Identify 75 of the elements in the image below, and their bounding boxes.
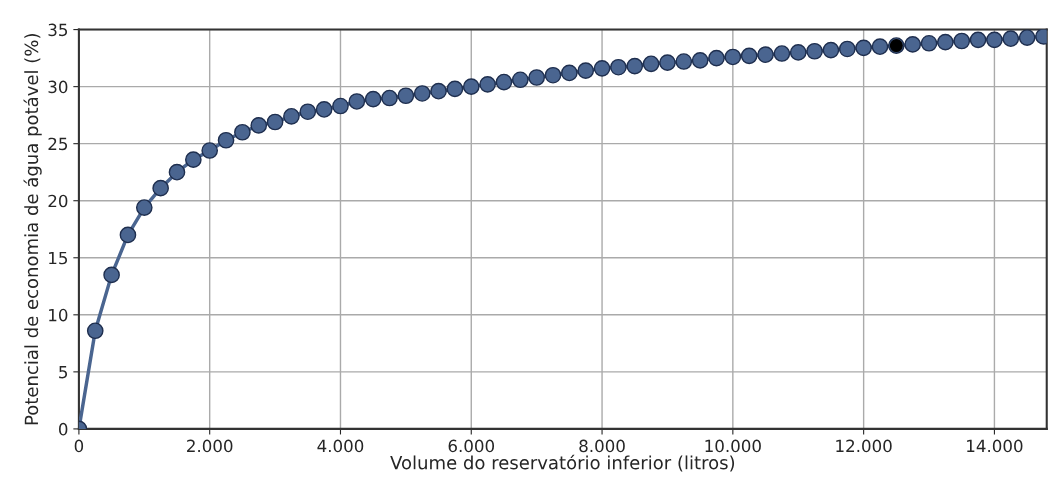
- point: [381, 89, 398, 107]
- x-tick-label: 14.000: [967, 439, 1023, 453]
- point: [168, 163, 186, 181]
- point: [789, 44, 807, 61]
- point: [1018, 29, 1036, 46]
- y-tick-label: 20: [48, 194, 68, 208]
- point: [822, 41, 840, 59]
- point: [430, 82, 447, 100]
- point: [397, 87, 415, 105]
- point: [855, 39, 872, 57]
- x-tick-label: 4.000: [317, 439, 364, 453]
- point: [904, 36, 922, 53]
- point: [332, 97, 349, 115]
- point: [495, 73, 513, 91]
- point: [724, 48, 742, 66]
- point: [920, 34, 938, 52]
- point: [691, 52, 709, 69]
- point: [969, 31, 987, 49]
- y-tick-label: 30: [48, 80, 68, 94]
- point: [299, 103, 317, 121]
- y-tick-label: 0: [58, 422, 68, 436]
- point: [103, 266, 120, 284]
- point: [626, 57, 644, 75]
- point: [740, 47, 758, 65]
- point: [1002, 30, 1020, 48]
- point: [479, 76, 496, 93]
- point: [135, 199, 153, 216]
- y-tick-label: 15: [49, 251, 68, 265]
- point: [953, 32, 971, 50]
- x-tick-label: 0: [74, 439, 84, 453]
- x-tick-label: 8.000: [579, 439, 625, 453]
- x-tick-label: 6.000: [448, 439, 495, 453]
- point: [577, 62, 595, 79]
- point: [119, 226, 137, 244]
- point: [348, 93, 366, 110]
- point: [757, 46, 774, 64]
- point: [593, 60, 611, 77]
- point: [806, 42, 823, 60]
- point: [675, 53, 693, 70]
- point: [283, 107, 300, 125]
- point: [152, 179, 169, 197]
- y-tick-label: 10: [49, 308, 68, 322]
- point: [364, 90, 382, 108]
- point: [446, 80, 464, 98]
- y-axis-title: Potencial de economia de água potável (%): [23, 34, 42, 425]
- point: [561, 64, 578, 82]
- point: [871, 38, 889, 56]
- point: [217, 131, 235, 149]
- point: [986, 31, 1003, 49]
- y-tick-label: 25: [48, 137, 68, 151]
- x-tick-label: 10.000: [705, 439, 761, 453]
- point: [413, 85, 431, 102]
- y-tick-label: 35: [48, 23, 68, 37]
- point: [462, 78, 480, 95]
- point: [659, 54, 676, 72]
- y-tick-label: 5: [59, 366, 68, 379]
- point: [544, 66, 562, 84]
- point: [773, 45, 791, 62]
- point: [838, 40, 856, 58]
- x-tick-label: 12.000: [836, 439, 892, 453]
- point: [528, 69, 545, 86]
- point: [185, 151, 202, 168]
- point: [511, 71, 529, 89]
- point: [708, 49, 725, 67]
- point: [266, 113, 284, 131]
- point: [86, 322, 104, 340]
- point: [642, 55, 660, 73]
- point: [610, 58, 627, 76]
- point: [234, 123, 251, 141]
- point: [315, 101, 333, 118]
- point: [201, 142, 219, 159]
- point: [937, 33, 954, 51]
- x-tick-label: 2.000: [187, 439, 233, 453]
- x-axis-title: Volume do reservatório inferior (litros): [390, 454, 735, 472]
- point: [250, 117, 268, 134]
